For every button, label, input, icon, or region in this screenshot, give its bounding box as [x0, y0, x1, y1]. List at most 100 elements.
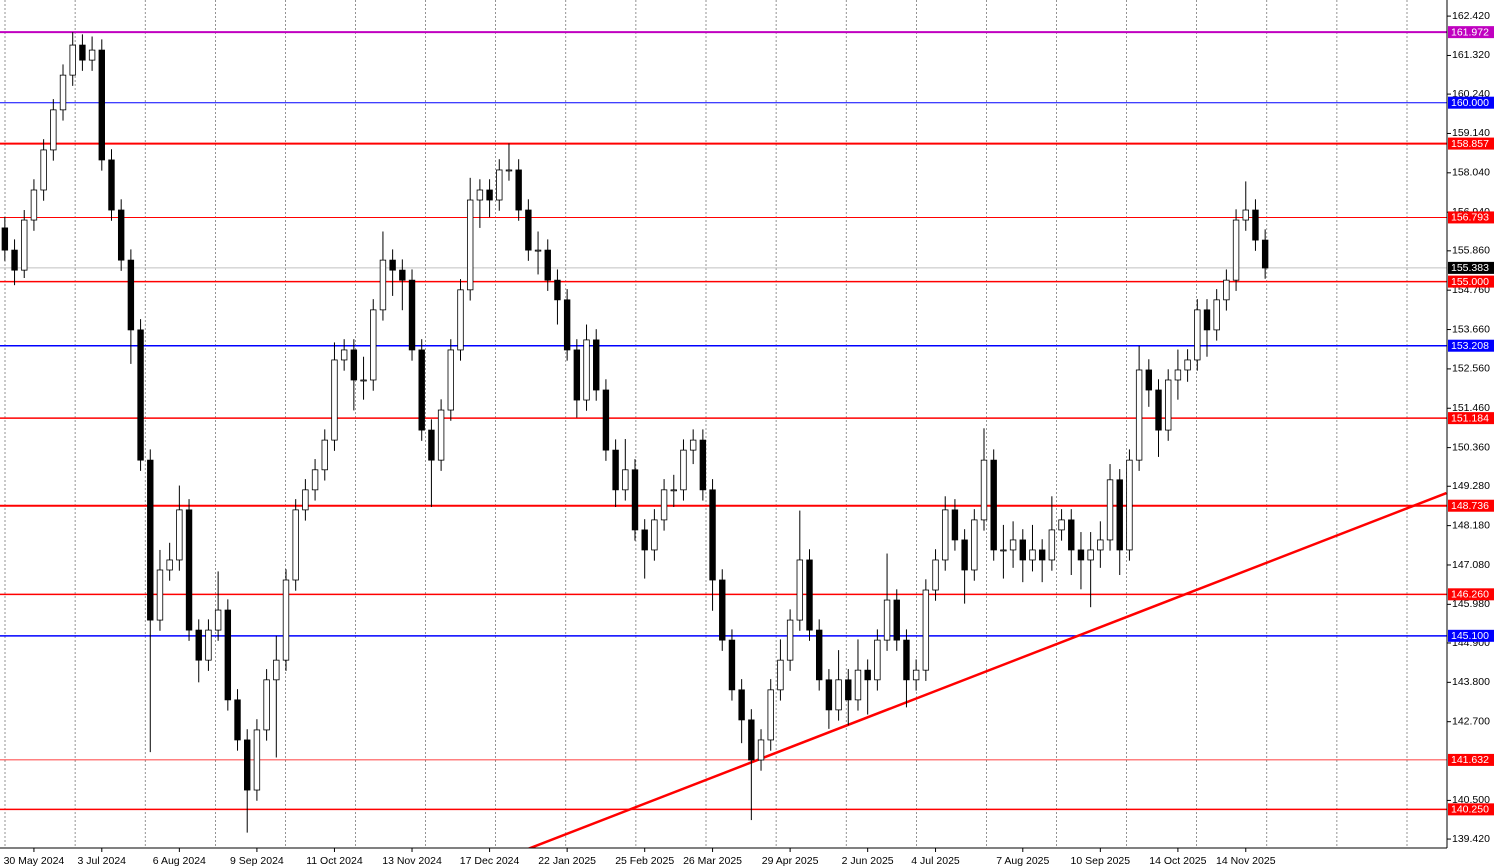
candle-body	[612, 449, 619, 491]
candle-body	[942, 509, 949, 561]
candle-body	[767, 689, 774, 741]
level-label: 156.793	[1451, 212, 1489, 224]
candle-body	[641, 529, 648, 551]
x-tick-label: 30 May 2024	[4, 855, 65, 867]
trendline	[526, 491, 1447, 848]
y-tick-label: 161.320	[1452, 49, 1490, 61]
candle-body	[699, 439, 707, 491]
candle-body	[680, 449, 687, 491]
candle-body	[447, 349, 455, 411]
candle-body	[137, 329, 144, 461]
candle-body	[273, 659, 280, 681]
candle-body	[544, 249, 551, 281]
level-label: 145.100	[1451, 630, 1489, 642]
candle-body	[428, 429, 435, 461]
candle-body	[59, 74, 67, 111]
candle-body	[796, 559, 804, 621]
x-tick-label: 4 Jul 2025	[911, 855, 960, 867]
candle-body	[360, 379, 367, 382]
candle-body	[147, 459, 154, 621]
x-tick-label: 7 Aug 2025	[996, 855, 1049, 867]
y-tick-label: 140.500	[1452, 794, 1490, 806]
candle-body	[515, 169, 522, 211]
y-tick-label: 153.660	[1452, 323, 1490, 335]
candle-body	[709, 489, 716, 581]
level-label-box	[1448, 26, 1494, 39]
candle-body	[1213, 299, 1220, 331]
candle-body	[127, 259, 135, 331]
candle-body	[631, 469, 639, 531]
level-label-box	[1448, 803, 1494, 816]
candle-body	[689, 439, 697, 451]
candle-body	[1252, 209, 1259, 241]
candle-body	[205, 629, 212, 661]
candle-body	[263, 679, 270, 731]
candle-body	[525, 209, 532, 251]
candle-body	[30, 189, 38, 221]
candle-body	[602, 389, 610, 451]
candle-body	[350, 349, 358, 381]
candle-body	[1087, 549, 1094, 561]
candle-body	[922, 589, 930, 671]
y-tick-label: 159.140	[1452, 127, 1490, 139]
x-tick-label: 10 Sep 2025	[1071, 855, 1131, 867]
level-label-box	[1448, 96, 1494, 109]
candle-body	[50, 109, 57, 151]
level-label: 140.250	[1451, 804, 1489, 816]
x-tick-label: 6 Aug 2024	[153, 855, 206, 867]
candle-body	[534, 249, 542, 252]
candle-body	[1126, 459, 1133, 551]
y-tick-label: 148.180	[1452, 519, 1490, 531]
candle-body	[244, 739, 251, 791]
candle-body	[1058, 519, 1065, 531]
candle-body	[457, 289, 464, 351]
candle-body	[79, 44, 86, 61]
candle-body	[670, 489, 677, 492]
candle-body	[719, 579, 726, 641]
candle-body	[1106, 479, 1114, 541]
candle-body	[1019, 539, 1026, 561]
level-label: 155.000	[1451, 276, 1489, 288]
candle-body	[1232, 219, 1240, 281]
candle-body	[1068, 519, 1075, 551]
candle-body	[903, 639, 910, 681]
candle-body	[117, 209, 125, 261]
x-tick-label: 17 Dec 2024	[460, 855, 520, 867]
candle-body	[11, 249, 18, 271]
candle-body	[185, 509, 193, 631]
candle-body	[864, 669, 871, 681]
candle-body	[176, 509, 183, 561]
candle-body	[1077, 549, 1085, 561]
candle-body	[302, 489, 309, 511]
candle-body	[845, 679, 852, 701]
candle-body	[253, 729, 261, 791]
candle-body	[1223, 279, 1230, 301]
level-label-box	[1448, 275, 1494, 288]
candle-body	[389, 259, 396, 271]
y-tick-label: 149.280	[1452, 480, 1490, 492]
candle-body	[563, 299, 571, 351]
y-tick-label: 145.980	[1452, 598, 1490, 610]
level-label: 151.184	[1451, 412, 1489, 424]
candle-body	[408, 279, 416, 351]
candle-body	[835, 679, 842, 711]
x-tick-label: 25 Feb 2025	[615, 855, 674, 867]
candle-body	[379, 259, 387, 311]
candle-body	[593, 339, 600, 391]
y-tick-label: 142.700	[1452, 715, 1490, 727]
candle-body	[777, 659, 784, 691]
x-tick-label: 13 Nov 2024	[382, 855, 442, 867]
candle-body	[748, 719, 755, 761]
candle-body	[951, 509, 959, 541]
y-tick-label: 147.080	[1452, 559, 1490, 571]
y-tick-label: 143.800	[1452, 676, 1490, 688]
candle-body	[1261, 239, 1269, 269]
candle-body	[1135, 369, 1143, 461]
candle-body	[418, 349, 425, 431]
candle-body	[1203, 309, 1211, 331]
candle-body	[370, 309, 377, 381]
candle-body	[331, 359, 338, 441]
candle-body	[874, 639, 881, 681]
y-tick-label: 152.560	[1452, 363, 1490, 375]
